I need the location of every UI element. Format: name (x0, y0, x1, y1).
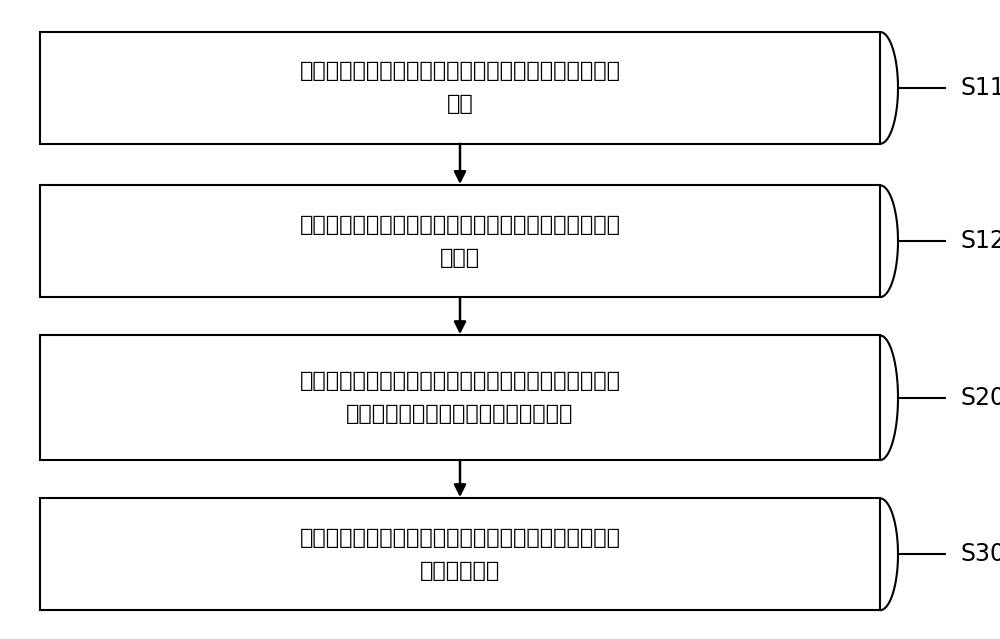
Bar (40, 32, 880, 144)
Text: 对所述目标数据进行查表拟合，获得所述待检测睑结膜
的血红蛋白量: 对所述目标数据进行查表拟合，获得所述待检测睑结膜 的血红蛋白量 (299, 528, 620, 581)
Text: 通过不同的颜色传感器检测出待检测睑结膜对应的颜色
数据: 通过不同的颜色传感器检测出待检测睑结膜对应的颜色 数据 (299, 61, 620, 114)
Text: S11: S11 (960, 76, 1000, 100)
Bar (40, 498, 880, 610)
Text: 将不同颜色的颜色数据作为所述待检测睑结膜的原始颜
色数据: 将不同颜色的颜色数据作为所述待检测睑结膜的原始颜 色数据 (299, 215, 620, 268)
Text: S12: S12 (960, 229, 1000, 253)
Text: S30: S30 (960, 543, 1000, 566)
Text: 对所述原始颜色数据进行校正，并对校正后的校正数据
进行去光照，获得去光照后的目标数据: 对所述原始颜色数据进行校正，并对校正后的校正数据 进行去光照，获得去光照后的目标… (299, 371, 620, 424)
Bar (40, 335, 880, 460)
Text: S20: S20 (960, 386, 1000, 410)
Bar (40, 185, 880, 297)
